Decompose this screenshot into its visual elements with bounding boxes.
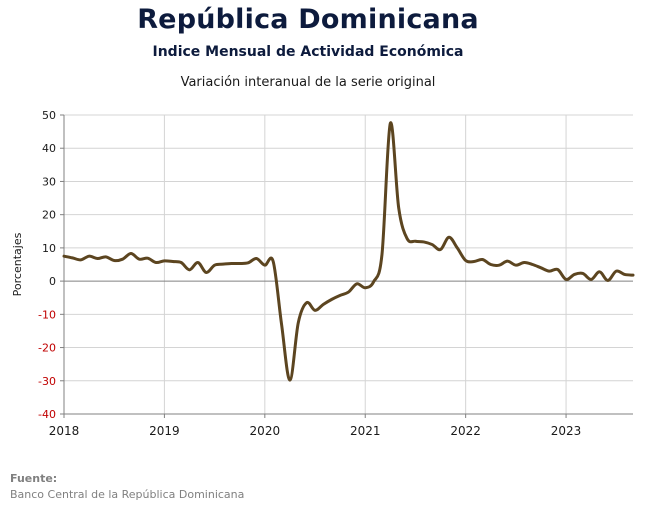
y-tick-label: 30 xyxy=(42,175,56,188)
y-tick-label: 20 xyxy=(42,209,56,222)
x-tick-label: 2022 xyxy=(450,424,481,438)
y-tick-label: 0 xyxy=(49,275,56,288)
y-tick-label: 10 xyxy=(42,242,56,255)
chart-title: República Dominicana xyxy=(137,4,479,35)
x-tick-label: 2021 xyxy=(350,424,381,438)
source-heading: Fuente: xyxy=(10,472,58,485)
y-tick-label: 40 xyxy=(42,142,56,155)
chart-description: Variación interanual de la serie origina… xyxy=(180,75,436,90)
x-tick-label: 2023 xyxy=(551,424,582,438)
x-tick-label: 2019 xyxy=(149,424,180,438)
y-axis-title: Porcentajes xyxy=(11,232,24,296)
source-text: Banco Central de la República Dominicana xyxy=(10,488,245,501)
chart-subtitle: Indice Mensual de Actividad Económica xyxy=(152,44,464,60)
y-tick-label: -10 xyxy=(38,308,56,321)
y-tick-label: 50 xyxy=(42,109,56,122)
x-tick-label: 2018 xyxy=(49,424,80,438)
y-tick-label: -30 xyxy=(38,375,56,388)
series-line xyxy=(62,121,635,382)
y-tick-label: -20 xyxy=(38,342,56,355)
y-tick-label: -40 xyxy=(38,408,56,421)
x-tick-label: 2020 xyxy=(250,424,281,438)
